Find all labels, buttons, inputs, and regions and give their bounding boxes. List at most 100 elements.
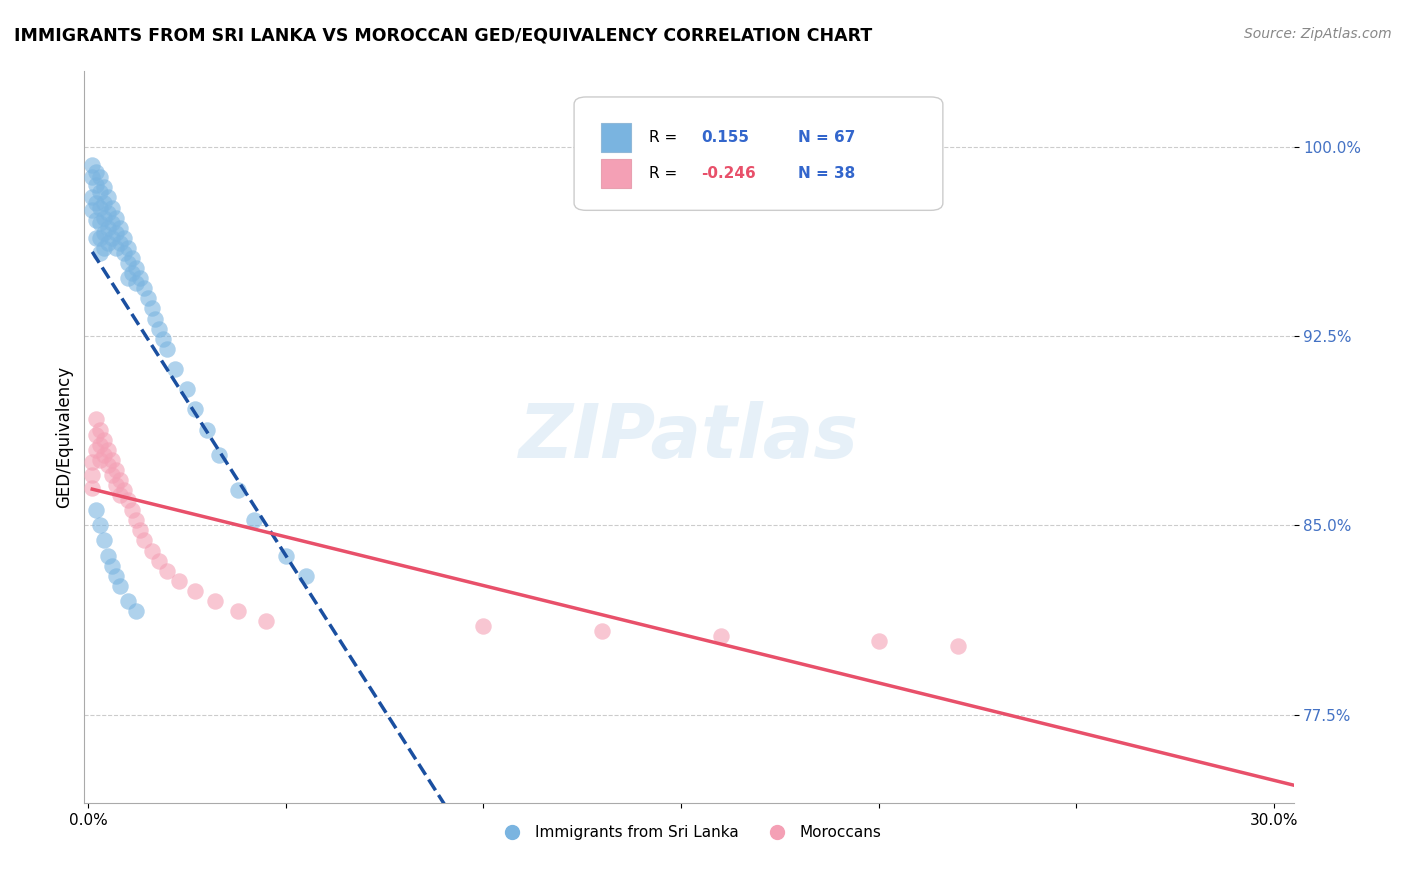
Point xyxy=(93,180,115,194)
Point xyxy=(89,186,111,200)
Bar xyxy=(600,122,631,152)
Point xyxy=(108,579,131,593)
Point xyxy=(141,543,163,558)
FancyBboxPatch shape xyxy=(574,97,943,211)
Point xyxy=(243,513,266,527)
Point xyxy=(125,277,148,291)
Point xyxy=(93,195,115,210)
Point xyxy=(294,569,316,583)
Point xyxy=(104,463,127,477)
Point xyxy=(148,554,170,568)
Point xyxy=(125,261,148,276)
Point xyxy=(84,503,107,517)
Point xyxy=(82,158,104,172)
Point xyxy=(93,241,115,255)
Point xyxy=(112,483,135,497)
Point xyxy=(89,518,111,533)
Point xyxy=(84,213,107,227)
Point xyxy=(132,533,155,548)
Point xyxy=(128,271,150,285)
Point xyxy=(89,231,111,245)
Point xyxy=(84,442,107,457)
Point xyxy=(108,488,131,502)
Point xyxy=(93,211,115,225)
Point xyxy=(121,503,143,517)
Point xyxy=(101,231,124,245)
Point xyxy=(84,427,107,442)
Point xyxy=(128,524,150,538)
Point xyxy=(117,241,139,255)
Point xyxy=(104,241,127,255)
Text: N = 67: N = 67 xyxy=(797,129,855,145)
Point xyxy=(204,594,226,608)
Point xyxy=(125,513,148,527)
Point xyxy=(104,211,127,225)
Legend: Immigrants from Sri Lanka, Moroccans: Immigrants from Sri Lanka, Moroccans xyxy=(491,819,887,847)
Point xyxy=(89,452,111,467)
Point xyxy=(112,231,135,245)
Point xyxy=(89,423,111,437)
Point xyxy=(184,402,207,417)
Point xyxy=(82,481,104,495)
Point xyxy=(93,533,115,548)
Point xyxy=(101,558,124,573)
Point xyxy=(117,493,139,508)
Text: 0.155: 0.155 xyxy=(702,129,749,145)
Point xyxy=(89,437,111,451)
Point xyxy=(156,342,179,356)
Point xyxy=(176,382,198,396)
Text: Source: ZipAtlas.com: Source: ZipAtlas.com xyxy=(1244,27,1392,41)
Point xyxy=(97,205,120,219)
Point xyxy=(89,201,111,215)
Point xyxy=(93,433,115,447)
Point xyxy=(108,235,131,250)
Point xyxy=(228,483,250,497)
Point xyxy=(89,246,111,260)
Point xyxy=(125,604,148,618)
Point xyxy=(167,574,190,588)
Point xyxy=(84,165,107,179)
Point xyxy=(89,216,111,230)
Point xyxy=(97,190,120,204)
Point xyxy=(184,583,207,598)
Text: IMMIGRANTS FROM SRI LANKA VS MOROCCAN GED/EQUIVALENCY CORRELATION CHART: IMMIGRANTS FROM SRI LANKA VS MOROCCAN GE… xyxy=(14,27,872,45)
Point xyxy=(97,549,120,563)
Y-axis label: GED/Equivalency: GED/Equivalency xyxy=(55,366,73,508)
Point xyxy=(208,448,231,462)
Point xyxy=(97,442,120,457)
Point xyxy=(101,467,124,482)
Point xyxy=(82,467,104,482)
Point xyxy=(97,235,120,250)
Point xyxy=(946,640,969,654)
Point xyxy=(89,170,111,185)
Point xyxy=(472,619,495,633)
Point xyxy=(195,423,218,437)
Text: N = 38: N = 38 xyxy=(797,166,855,181)
Point xyxy=(117,256,139,270)
Point xyxy=(82,190,104,204)
Point xyxy=(104,226,127,240)
Text: R =: R = xyxy=(650,166,678,181)
Point xyxy=(84,178,107,192)
Point xyxy=(117,594,139,608)
Point xyxy=(82,455,104,469)
Point xyxy=(108,220,131,235)
Point xyxy=(156,564,179,578)
Point xyxy=(82,170,104,185)
Point xyxy=(165,362,187,376)
Point xyxy=(145,311,167,326)
Point xyxy=(274,549,297,563)
Point xyxy=(104,478,127,492)
Point xyxy=(141,301,163,316)
Point xyxy=(117,271,139,285)
Point xyxy=(112,246,135,260)
Point xyxy=(101,216,124,230)
Point xyxy=(254,614,277,628)
Point xyxy=(97,220,120,235)
Point xyxy=(101,201,124,215)
Point xyxy=(148,321,170,335)
Point xyxy=(108,473,131,487)
Point xyxy=(709,629,731,643)
Point xyxy=(93,448,115,462)
Point xyxy=(84,195,107,210)
